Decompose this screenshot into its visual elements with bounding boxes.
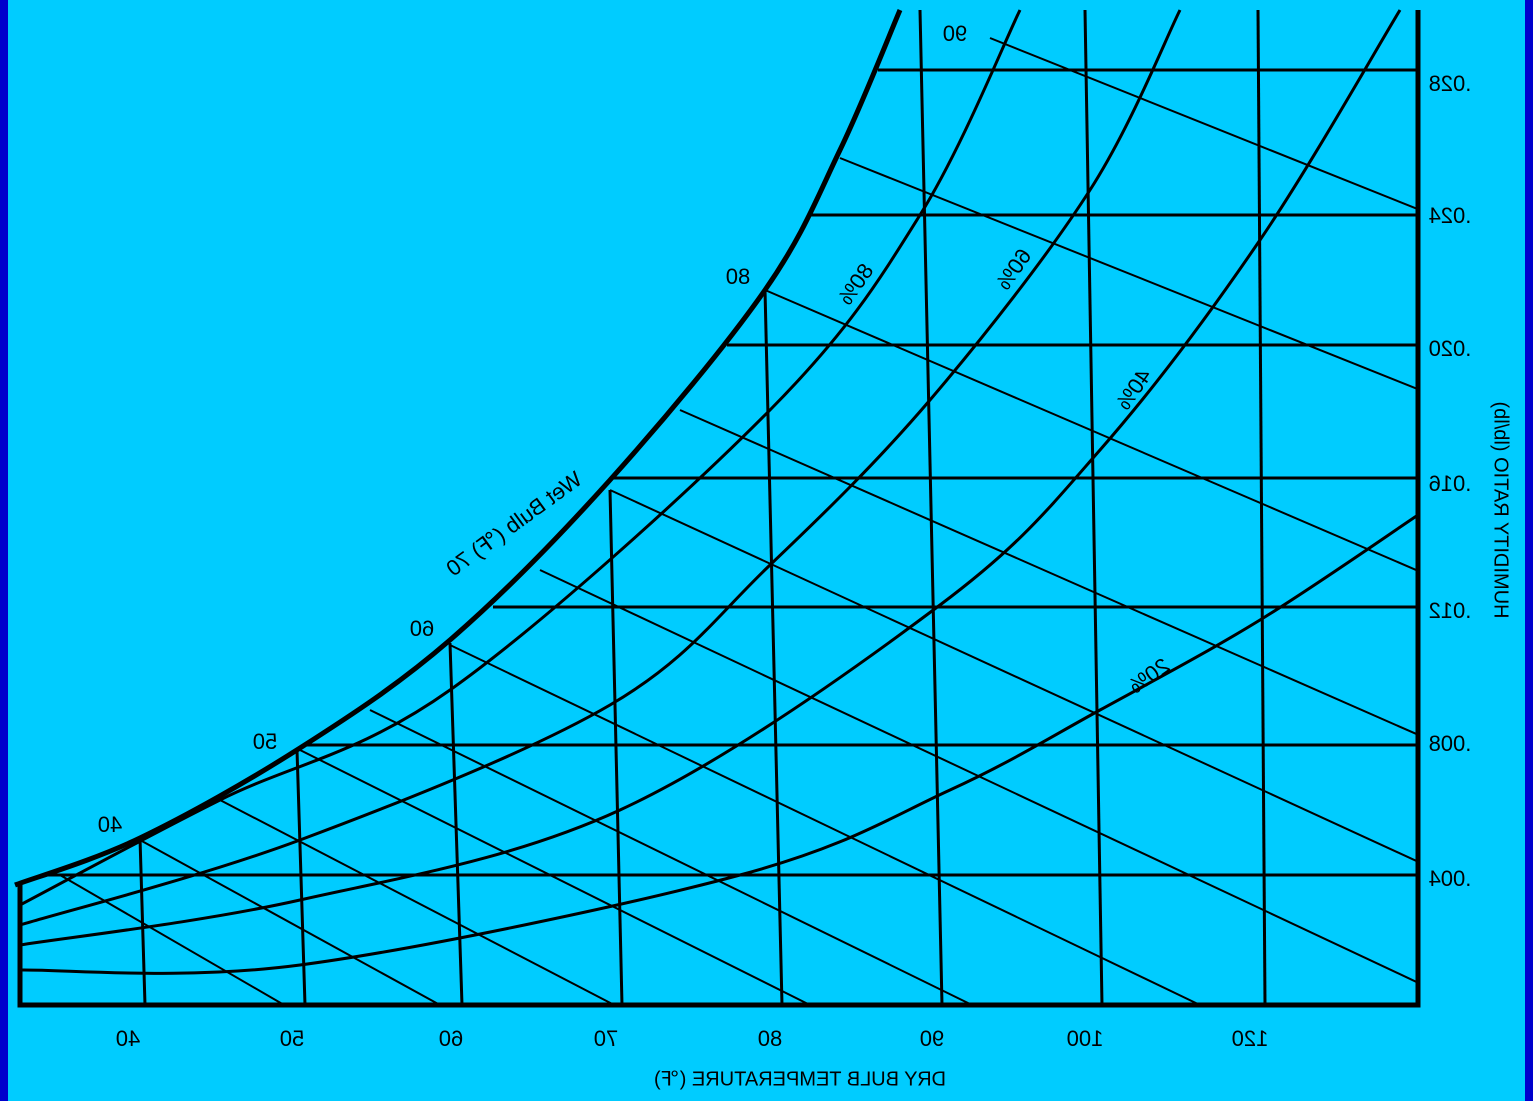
rh-curve	[19, 9, 1182, 927]
x-tick-label: 50	[280, 1026, 304, 1051]
dry-bulb-line	[295, 749, 307, 1006]
y-tick-label: .024	[1429, 203, 1472, 228]
dry-bulb-line	[448, 642, 464, 1006]
y-tick-label: .008	[1429, 731, 1472, 756]
y-axis-title: HUMIDITY RATIO (lb/lb)	[1490, 401, 1512, 618]
wet-bulb-line	[139, 839, 441, 1006]
dry-bulb-line	[918, 9, 944, 1006]
wet-bulb-line	[989, 37, 1419, 211]
saturation-curve	[14, 9, 903, 888]
dry-bulb-line	[763, 289, 784, 1006]
saturation-label: 60	[410, 616, 434, 641]
x-tick-label: 80	[758, 1026, 782, 1051]
wet-bulb-line	[764, 289, 1419, 572]
wet-bulb-line	[839, 157, 1419, 391]
dry-bulb-line	[138, 837, 147, 1006]
x-tick-label: 70	[594, 1026, 618, 1051]
wet-bulb-line	[59, 874, 285, 1006]
wet-bulb-line	[609, 489, 1419, 863]
dry-bulb-line	[1256, 9, 1267, 1006]
wet-bulb-line	[299, 749, 811, 1006]
x-tick-label: 40	[116, 1026, 140, 1051]
wet-bulb-line	[679, 409, 1419, 736]
x-tick-label: 90	[920, 1026, 944, 1051]
x-tick-label: 60	[439, 1026, 463, 1051]
saturation-label: 90	[943, 21, 967, 46]
background	[8, 0, 1525, 1101]
chart-labels: .028 .024 .020 .016 .012 .008 .004 40 50 60 70 80 90…	[98, 21, 1512, 1090]
x-tick-label: 120	[1232, 1026, 1269, 1051]
wet-bulb-line	[369, 709, 973, 1006]
dry-bulb-line	[608, 489, 624, 1006]
y-tick-label: .012	[1429, 598, 1472, 623]
saturation-label: 50	[253, 729, 277, 754]
x-tick-label: 100	[1067, 1026, 1104, 1051]
saturation-label: 40	[98, 812, 122, 837]
rh-curve	[19, 9, 1022, 907]
wet-bulb-line	[449, 644, 1201, 1006]
chart-lines	[14, 9, 1421, 1008]
y-tick-label: .020	[1429, 336, 1472, 361]
y-tick-label: .016	[1429, 471, 1472, 496]
y-tick-label: .004	[1429, 866, 1472, 891]
wet-bulb-line	[219, 799, 615, 1006]
saturation-label: 80	[726, 264, 750, 289]
dry-bulb-line	[1083, 9, 1104, 1006]
x-axis-title: DRY BULB TEMPERATURE (℉)	[654, 1068, 946, 1090]
rh-curve	[19, 513, 1419, 975]
y-tick-label: .028	[1429, 71, 1472, 96]
rh-curve	[19, 9, 1402, 947]
